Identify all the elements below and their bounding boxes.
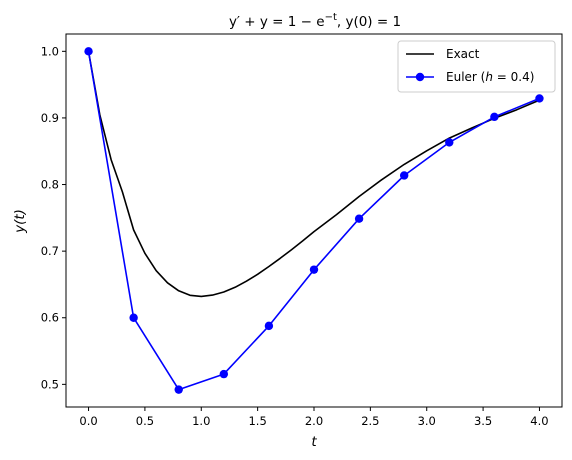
legend-exact-label: Exact [446, 47, 480, 61]
x-tick-label: 4.0 [530, 414, 548, 428]
y-axis-label: y(t) [12, 209, 28, 234]
exact-series-line [87, 51, 540, 298]
euler-point [309, 265, 319, 274]
euler-point [264, 321, 274, 331]
y-tick-label: 0.5 [41, 377, 59, 391]
y-tick-label: 0.8 [41, 178, 59, 192]
x-axis-ticks: 0.0 0.5 1.0 1.5 2.0 2.5 3.0 3.5 4.0 [79, 407, 549, 428]
euler-point [535, 94, 544, 103]
euler-point [219, 369, 229, 379]
x-axis-label: t [311, 434, 317, 450]
euler-point [490, 112, 499, 122]
x-tick-label: 3.0 [418, 414, 436, 428]
x-tick-label: 1.5 [248, 414, 266, 428]
y-axis-ticks: 0.5 0.6 0.7 0.8 0.9 1.0 [41, 44, 66, 391]
x-tick-label: 2.0 [305, 414, 323, 428]
euler-series-line [87, 51, 540, 391]
plot-frame [65, 33, 563, 408]
euler-point [445, 138, 454, 147]
y-tick-label: 0.9 [41, 111, 59, 125]
chart-title: y′ + y = 1 − e−t, y(0) = 1 [229, 12, 401, 30]
y-tick-label: 1.0 [41, 44, 59, 58]
x-tick-label: 0.5 [136, 414, 154, 428]
legend-euler-label: Euler (h = 0.4) [446, 70, 534, 84]
euler-point [84, 47, 93, 56]
euler-point [354, 214, 364, 223]
plot-area [84, 47, 544, 394]
euler-point [129, 313, 138, 322]
x-tick-label: 2.5 [361, 414, 379, 428]
y-tick-label: 0.6 [41, 311, 59, 325]
y-tick-label: 0.7 [41, 244, 59, 258]
euler-point [174, 385, 183, 394]
x-tick-label: 1.0 [192, 414, 210, 428]
legend-euler-marker [415, 72, 425, 82]
legend: Exact Euler (h = 0.4) [397, 40, 556, 93]
x-tick-label: 3.5 [474, 414, 492, 428]
euler-point [399, 171, 409, 180]
legend-box [397, 40, 556, 93]
x-tick-label: 0.0 [79, 414, 97, 428]
